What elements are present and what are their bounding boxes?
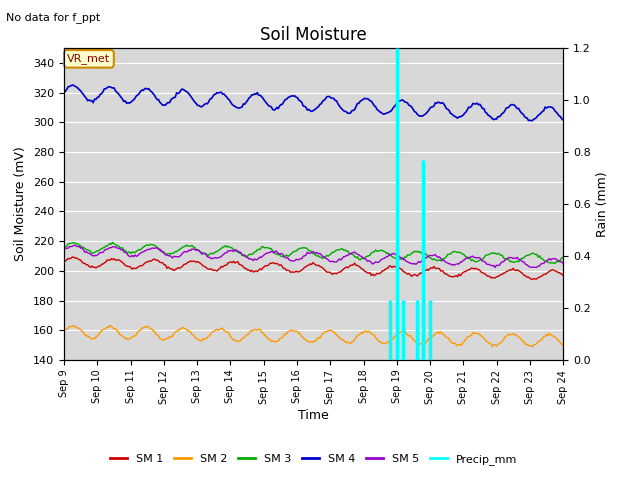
Y-axis label: Rain (mm): Rain (mm) — [596, 171, 609, 237]
Legend: SM 1, SM 2, SM 3, SM 4, SM 5, Precip_mm: SM 1, SM 2, SM 3, SM 4, SM 5, Precip_mm — [106, 450, 522, 469]
X-axis label: Time: Time — [298, 409, 329, 422]
Text: VR_met: VR_met — [67, 53, 111, 64]
Title: Soil Moisture: Soil Moisture — [260, 25, 367, 44]
Y-axis label: Soil Moisture (mV): Soil Moisture (mV) — [15, 146, 28, 262]
Text: No data for f_ppt: No data for f_ppt — [6, 12, 100, 23]
